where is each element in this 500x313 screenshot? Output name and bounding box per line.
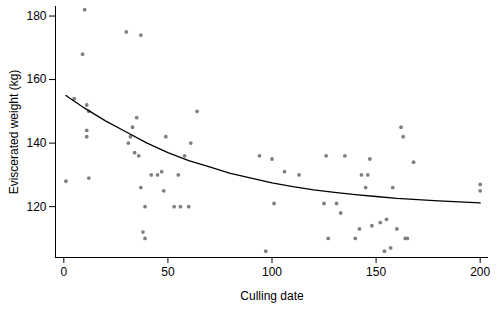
svg-text:150: 150 — [366, 265, 386, 279]
svg-text:0: 0 — [60, 265, 67, 279]
svg-text:120: 120 — [26, 200, 46, 214]
svg-text:100: 100 — [262, 265, 282, 279]
svg-text:160: 160 — [26, 72, 46, 86]
svg-text:Culling date: Culling date — [240, 289, 304, 303]
svg-text:50: 50 — [161, 265, 175, 279]
svg-text:140: 140 — [26, 136, 46, 150]
svg-text:200: 200 — [470, 265, 490, 279]
svg-text:Eviscerated weight (kg): Eviscerated weight (kg) — [7, 70, 21, 195]
svg-text:180: 180 — [26, 9, 46, 23]
